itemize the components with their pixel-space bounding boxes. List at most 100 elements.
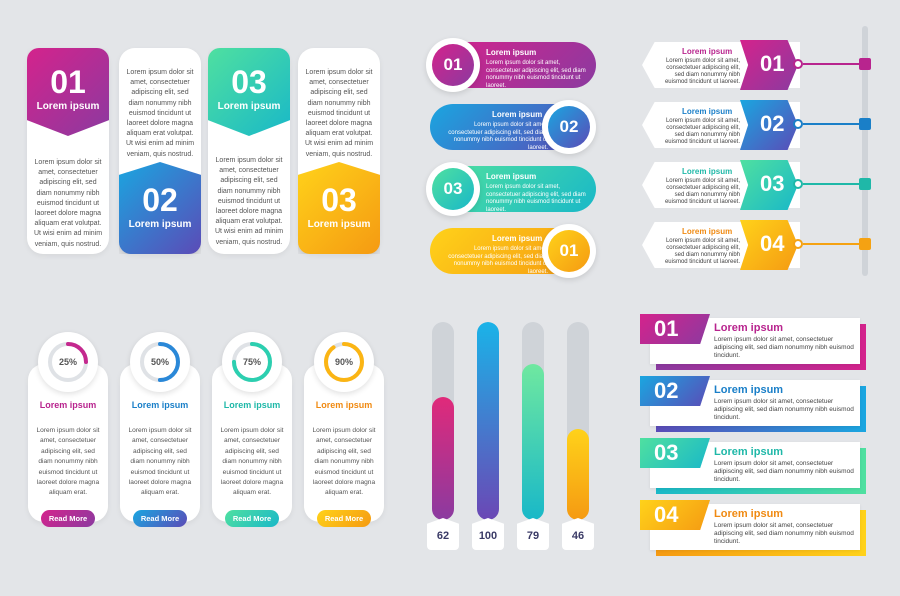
bar-value-2: 100 bbox=[472, 518, 504, 550]
tile-number: 02 bbox=[142, 182, 178, 218]
pill-number: 01 bbox=[548, 230, 590, 272]
read-more-button-4[interactable]: Read More bbox=[317, 510, 371, 527]
progress-percent: 50% bbox=[150, 357, 169, 367]
progress-percent: 25% bbox=[58, 357, 77, 367]
progress-percent: 90% bbox=[334, 357, 353, 367]
bar-track-3 bbox=[522, 322, 544, 520]
progress-title: Lorem ipsum bbox=[131, 400, 189, 410]
pill-text: Lorem ipsum dolor sit amet, consectetuer… bbox=[486, 60, 586, 89]
banner-number-box-1: 01 bbox=[640, 314, 710, 344]
pill-text: Lorem ipsum dolor sit amet, consectetuer… bbox=[448, 122, 548, 151]
bar-fill-2 bbox=[477, 322, 499, 520]
banner-number-box-4: 04 bbox=[640, 500, 710, 530]
tile-label: Lorem ipsum bbox=[128, 219, 192, 230]
banner-number: 02 bbox=[654, 378, 679, 403]
tile-label: Lorem ipsum bbox=[36, 101, 100, 112]
pill-text: Lorem ipsum dolor sit amet, consectetuer… bbox=[448, 246, 548, 275]
tile-number: 03 bbox=[321, 182, 357, 218]
banner-number: 04 bbox=[654, 502, 679, 527]
banner-title: Lorem ipsum bbox=[714, 322, 784, 334]
banner-title: Lorem ipsum bbox=[714, 384, 784, 396]
tile-03b: 03 Lorem ipsum bbox=[298, 162, 380, 254]
read-more-button-1[interactable]: Read More bbox=[41, 510, 95, 527]
tag-number-1: 01 bbox=[740, 40, 798, 90]
tag-number-4: 04 bbox=[740, 220, 798, 270]
pill-number: 02 bbox=[548, 106, 590, 148]
banner-text: Lorem ipsum dolor sit amet, consectetuer… bbox=[714, 460, 854, 483]
progress-text: Lorem ipsum dolor sit amet, consectetuer… bbox=[36, 427, 100, 497]
progress-text: Lorem ipsum dolor sit amet, consectetuer… bbox=[312, 427, 376, 497]
pill-number: 03 bbox=[432, 168, 474, 210]
tag-text: Lorem ipsum dolor sit amet, consectetuer… bbox=[664, 238, 740, 265]
tag-text: Lorem ipsum dolor sit amet, consectetuer… bbox=[664, 58, 740, 85]
progress-text: Lorem ipsum dolor sit amet, consectetuer… bbox=[220, 427, 284, 497]
bar-fill-3 bbox=[522, 363, 544, 520]
tile-03: 03 Lorem ipsum bbox=[208, 48, 290, 136]
read-more-button-3[interactable]: Read More bbox=[225, 510, 279, 527]
pill-circle-4: 01 bbox=[542, 224, 596, 278]
tag-text: Lorem ipsum dolor sit amet, consectetuer… bbox=[664, 118, 740, 145]
progress-ring-svg bbox=[232, 342, 272, 382]
tile-number: 01 bbox=[50, 64, 86, 100]
tag-number: 02 bbox=[760, 111, 785, 136]
tile-label: Lorem ipsum bbox=[307, 219, 371, 230]
tag-connector-line bbox=[803, 243, 861, 245]
tag-number-3: 03 bbox=[740, 160, 798, 210]
tag-connector-dot bbox=[793, 239, 803, 249]
timeline-marker bbox=[859, 118, 871, 130]
tag-number-2: 02 bbox=[740, 100, 798, 150]
tag-number: 04 bbox=[760, 231, 785, 256]
banner-title: Lorem ipsum bbox=[714, 446, 784, 458]
tile-02: 02 Lorem ipsum bbox=[119, 162, 201, 254]
tag-number: 03 bbox=[760, 171, 785, 196]
bar-track-2 bbox=[477, 322, 499, 520]
tile-number: 03 bbox=[231, 64, 267, 100]
banner-number-box-3: 03 bbox=[640, 438, 710, 468]
bar-fill-4 bbox=[567, 428, 589, 520]
pill-circle-1: 01 bbox=[426, 38, 480, 92]
tag-connector-line bbox=[803, 183, 861, 185]
bar-value-4: 46 bbox=[562, 518, 594, 550]
tag-connector-dot bbox=[793, 59, 803, 69]
progress-percent: 75% bbox=[242, 357, 261, 367]
bar-track-1 bbox=[432, 322, 454, 520]
progress-ring-svg bbox=[324, 342, 364, 382]
progress-ring-svg bbox=[48, 342, 88, 382]
banner-number-box-2: 02 bbox=[640, 376, 710, 406]
pill-title: Lorem ipsum bbox=[486, 172, 537, 181]
bar-value-3: 79 bbox=[517, 518, 549, 550]
tag-title: Lorem ipsum bbox=[682, 227, 733, 236]
tag-title: Lorem ipsum bbox=[682, 167, 733, 176]
progress-ring-4: 90% bbox=[314, 332, 374, 392]
bar-value-1: 62 bbox=[427, 518, 459, 550]
banner-text: Lorem ipsum dolor sit amet, consectetuer… bbox=[714, 398, 854, 421]
column-text: Lorem ipsum dolor sit amet, consectetuer… bbox=[214, 157, 284, 246]
progress-title: Lorem ipsum bbox=[223, 400, 281, 410]
column-text: Lorem ipsum dolor sit amet, consectetuer… bbox=[125, 69, 195, 158]
column-text: Lorem ipsum dolor sit amet, consectetuer… bbox=[33, 159, 103, 248]
timeline-marker bbox=[859, 238, 871, 250]
pill-circle-3: 03 bbox=[426, 162, 480, 216]
banner-text: Lorem ipsum dolor sit amet, consectetuer… bbox=[714, 336, 854, 359]
tag-title: Lorem ipsum bbox=[682, 47, 733, 56]
read-more-button-2[interactable]: Read More bbox=[133, 510, 187, 527]
progress-text: Lorem ipsum dolor sit amet, consectetuer… bbox=[128, 427, 192, 497]
banner-title: Lorem ipsum bbox=[714, 508, 784, 520]
pill-number: 01 bbox=[432, 44, 474, 86]
bar-fill-1 bbox=[432, 397, 454, 520]
tile-label: Lorem ipsum bbox=[217, 101, 281, 112]
pill-title: Lorem ipsum bbox=[486, 48, 537, 57]
bar-track-4 bbox=[567, 322, 589, 520]
tag-number: 01 bbox=[760, 51, 785, 76]
tag-title: Lorem ipsum bbox=[682, 107, 733, 116]
banner-text: Lorem ipsum dolor sit amet, consectetuer… bbox=[714, 522, 854, 545]
pill-text: Lorem ipsum dolor sit amet, consectetuer… bbox=[486, 184, 586, 213]
banner-number: 01 bbox=[654, 316, 679, 341]
progress-ring-svg bbox=[140, 342, 180, 382]
tag-connector-line bbox=[803, 123, 861, 125]
timeline-line bbox=[862, 26, 868, 276]
pill-circle-2: 02 bbox=[542, 100, 596, 154]
tag-connector-dot bbox=[793, 119, 803, 129]
banner-number: 03 bbox=[654, 440, 679, 465]
progress-title: Lorem ipsum bbox=[315, 400, 373, 410]
